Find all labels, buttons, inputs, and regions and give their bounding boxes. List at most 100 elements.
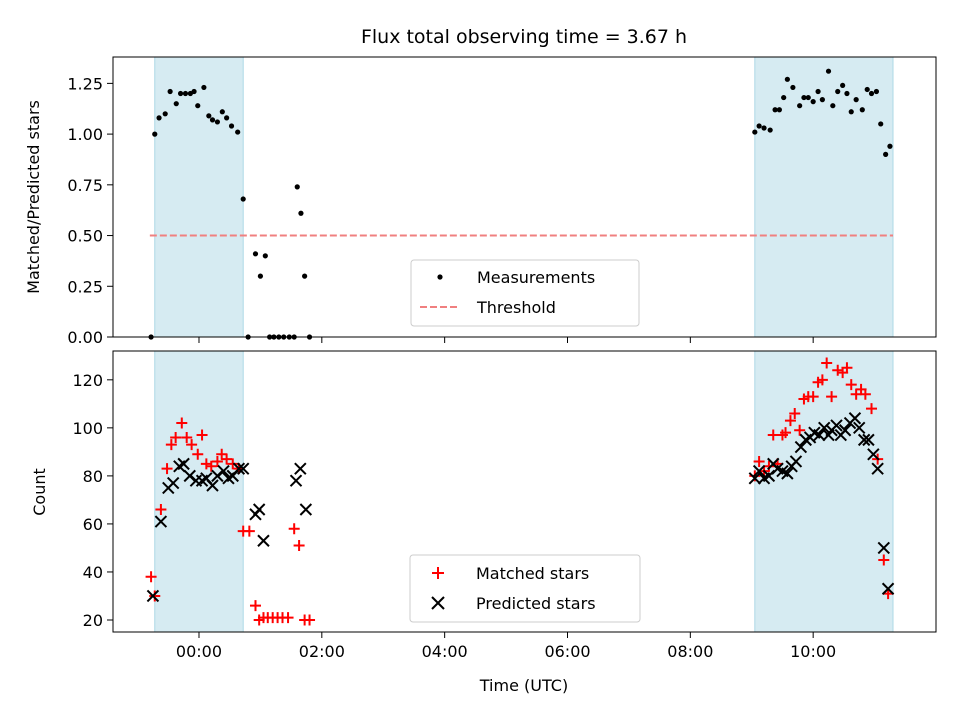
legend-threshold-label: Threshold xyxy=(476,298,556,317)
y-tick-label: 0.75 xyxy=(67,176,103,195)
data-point-measurements xyxy=(167,88,173,95)
x-tick-label: 02:00 xyxy=(299,642,345,661)
data-point-matched-stars xyxy=(794,424,806,436)
legend-measurements-label: Measurements xyxy=(477,268,595,287)
data-point-matched-stars xyxy=(859,388,871,400)
data-point-measurements xyxy=(825,68,832,74)
data-point-measurements xyxy=(830,103,836,109)
top-x-ticks xyxy=(198,337,814,343)
data-point-measurements xyxy=(156,115,162,121)
data-point-measurements xyxy=(781,94,787,101)
data-point-measurements xyxy=(214,119,221,125)
data-point-measurements xyxy=(864,86,870,93)
data-point-measurements xyxy=(182,90,189,97)
data-point-matched-stars xyxy=(841,362,853,374)
data-point-measurements xyxy=(810,99,816,105)
data-point-measurements xyxy=(801,94,807,101)
data-point-measurements xyxy=(776,107,782,113)
data-point-predicted-stars xyxy=(166,476,180,490)
y-tick-label: 80 xyxy=(83,467,103,486)
legend-measurements-marker xyxy=(437,274,443,280)
data-point-predicted-stars xyxy=(289,474,303,487)
data-point-predicted-stars xyxy=(848,412,862,425)
data-point-matched-stars xyxy=(216,448,228,460)
data-point-measurements xyxy=(797,103,803,109)
data-point-predicted-stars xyxy=(781,467,794,480)
data-point-measurements xyxy=(819,97,825,103)
data-point-matched-stars xyxy=(243,525,255,537)
data-point-predicted-stars xyxy=(853,421,866,435)
data-point-measurements xyxy=(772,107,778,113)
data-point-matched-stars xyxy=(196,429,208,441)
data-point-matched-stars xyxy=(807,391,819,403)
bottom-shaded-intervals xyxy=(154,350,894,633)
data-point-matched-stars xyxy=(186,439,198,451)
data-point-measurements xyxy=(883,151,889,157)
data-point-predicted-stars xyxy=(862,433,875,447)
top-panel: 0.00 0.25 0.50 0.75 1.00 1.25 Matched/Predict… xyxy=(24,56,937,347)
data-point-predicted-stars xyxy=(146,589,160,603)
data-point-matched-stars xyxy=(200,458,212,470)
data-point-measurements xyxy=(805,94,811,101)
data-point-matched-stars xyxy=(282,612,294,624)
data-point-measurements xyxy=(262,253,268,259)
data-point-measurements xyxy=(240,196,246,202)
data-point-matched-stars xyxy=(145,571,157,583)
data-point-measurements xyxy=(228,123,235,129)
bottom-legend-box xyxy=(409,554,641,623)
data-point-measurements xyxy=(206,113,212,119)
data-point-predicted-stars xyxy=(794,440,808,454)
data-point-matched-stars xyxy=(780,427,792,439)
shaded-interval-1 xyxy=(754,56,894,338)
data-point-measurements xyxy=(878,121,884,127)
data-point-matched-stars xyxy=(826,391,838,403)
x-tick-label: 04:00 xyxy=(422,642,468,661)
data-point-measurements xyxy=(868,90,875,97)
data-point-measurements xyxy=(767,127,773,133)
y-tick-label: 60 xyxy=(83,515,103,534)
data-point-matched-stars xyxy=(149,590,161,602)
bottom-y-axis-label: Count xyxy=(30,468,49,516)
data-point-measurements xyxy=(887,143,893,149)
data-point-measurements xyxy=(219,109,225,115)
data-point-measurements xyxy=(756,123,762,129)
data-point-matched-stars xyxy=(304,614,316,626)
data-point-predicted-stars xyxy=(752,464,766,478)
data-point-measurements xyxy=(840,82,846,89)
data-point-measurements xyxy=(853,97,859,103)
y-tick-label: 0.25 xyxy=(67,277,103,296)
data-point-matched-stars xyxy=(176,417,188,429)
data-point-measurements xyxy=(201,84,207,91)
data-point-matched-stars xyxy=(878,554,890,566)
data-point-predicted-stars xyxy=(236,462,250,475)
data-point-matched-stars xyxy=(821,357,833,369)
data-point-measurements xyxy=(873,88,880,95)
legend-matched-label: Matched stars xyxy=(476,564,589,583)
x-tick-label: 06:00 xyxy=(544,642,590,661)
data-point-measurements xyxy=(302,273,308,279)
bottom-panel: 20 40 60 80 100 120 00:00 02:00 04:00 06:00 08:00… xyxy=(30,350,937,695)
data-point-matched-stars xyxy=(161,463,173,475)
data-point-matched-stars xyxy=(192,448,204,460)
data-point-measurements xyxy=(177,90,184,97)
data-point-predicted-stars xyxy=(881,582,895,595)
data-point-measurements xyxy=(162,111,168,117)
data-point-measurements xyxy=(784,76,790,82)
data-point-matched-stars xyxy=(816,374,828,386)
y-tick-label: 1.00 xyxy=(67,125,103,144)
data-point-matched-stars xyxy=(767,429,779,441)
shaded-interval-0 xyxy=(154,350,244,633)
data-point-predicted-stars xyxy=(206,479,219,492)
data-point-predicted-stars xyxy=(177,457,190,471)
bottom-axes-frame xyxy=(112,350,937,633)
data-point-measurements xyxy=(790,84,796,91)
data-point-measurements xyxy=(195,103,201,109)
x-tick-label: 10:00 xyxy=(790,642,836,661)
data-point-matched-stars xyxy=(205,460,217,472)
data-point-measurements xyxy=(815,88,821,95)
data-point-predicted-stars xyxy=(867,448,880,461)
data-point-matched-stars xyxy=(866,403,878,415)
count-points xyxy=(145,357,895,626)
legend-predicted-marker xyxy=(431,596,445,610)
top-y-ticks: 0.00 0.25 0.50 0.75 1.00 1.25 xyxy=(67,74,113,347)
